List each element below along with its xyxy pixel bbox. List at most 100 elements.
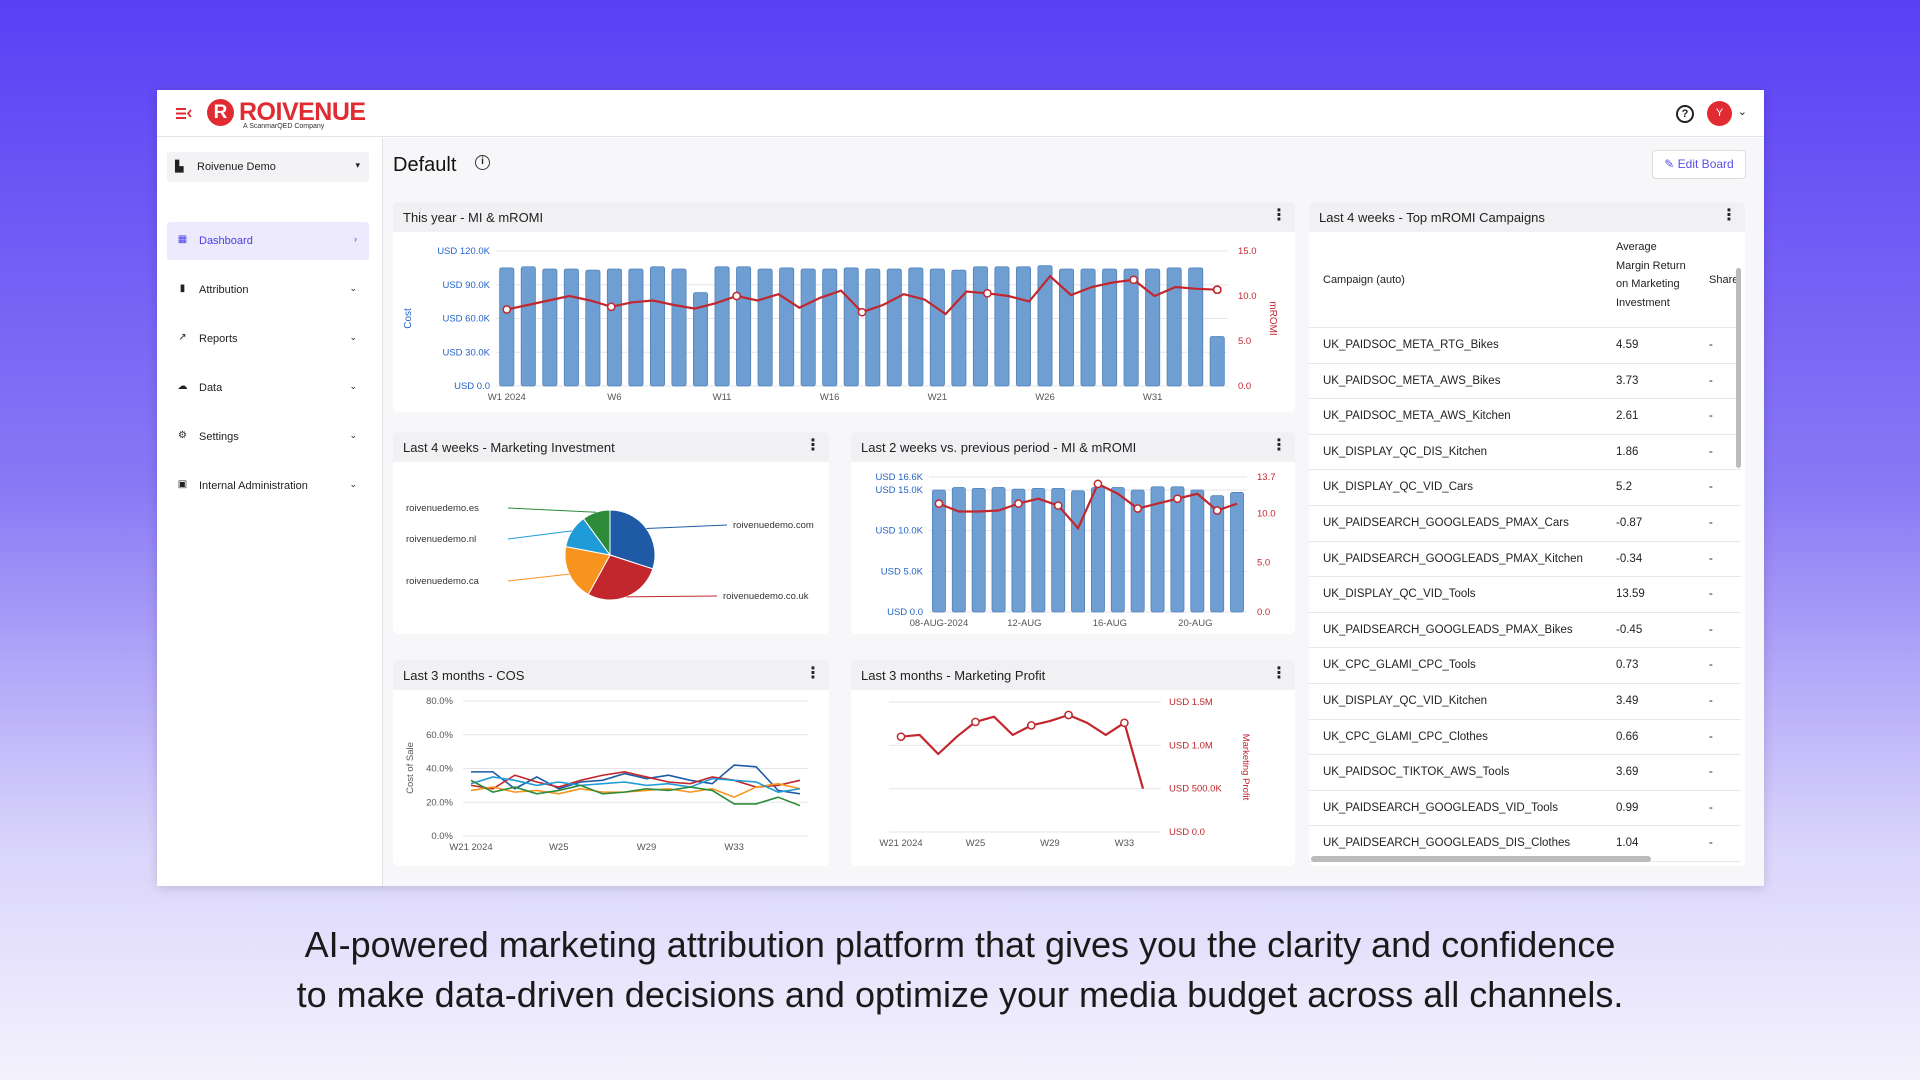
mromi-cell: 3.69 [1616,766,1639,779]
profit-point [1120,718,1129,728]
pie-label: roivenuedemo.nl [406,534,476,545]
table-row[interactable]: UK_DISPLAY_QC_VID_Kitchen 3.49 - [1309,684,1741,720]
card-mi-2w: Last 2 weeks vs. previous period - MI & … [851,432,1295,634]
kebab-menu-icon[interactable]: ⋮ [1271,665,1287,682]
chevron-down-icon[interactable]: ⌄ [1737,106,1747,118]
table-row[interactable]: UK_DISPLAY_QC_VID_Tools 13.59 - [1309,577,1741,613]
sidebar: ▙ Roivenue Demo ▾ ▦ Dashboard › ▮ Attrib… [157,138,383,886]
edit-board-label: Edit Board [1677,157,1734,171]
y-tick-label: USD 30.0K [442,347,490,358]
bar-chart-icon: ▮ [179,283,186,294]
campaign-cell: UK_DISPLAY_QC_DIS_Kitchen [1323,445,1488,458]
kebab-menu-icon[interactable]: ⋮ [1271,207,1287,224]
campaign-cell: UK_DISPLAY_QC_VID_Kitchen [1323,694,1488,707]
x-tick-label: 20-AUG [1178,618,1212,629]
caret-down-icon: ▾ [355,160,360,170]
bar [585,269,601,387]
vertical-scrollbar[interactable] [1736,268,1741,468]
bar [563,268,579,387]
bar [991,487,1006,613]
table-row[interactable]: UK_CPC_GLAMI_CPC_Tools 0.73 - [1309,648,1741,684]
sidebar-item-label: Settings [199,431,239,443]
y-tick-label: USD 0.0 [1169,827,1205,838]
x-tick-label: W26 [1035,392,1055,403]
y-tick-label: USD 90.0K [442,280,490,291]
sidebar-item-dashboard[interactable]: ▦ Dashboard › [167,222,369,260]
sidebar-item-internal-administration[interactable]: ▣ Internal Administration ⌄ [167,467,369,505]
bar [736,266,752,387]
sidebar-item-settings[interactable]: ⚙ Settings ⌄ [167,418,369,456]
x-tick-label: 12-AUG [1007,618,1041,629]
logo-subtitle: A ScanmarQED Company [243,123,325,130]
pie-label: roivenuedemo.com [733,520,814,531]
help-icon[interactable]: ? [1676,105,1694,123]
x-tick-label: W29 [1040,838,1060,849]
info-icon[interactable]: i [475,155,490,170]
campaigns-table: Campaign (auto) Average Margin Return on… [1309,232,1741,862]
pie-slice [564,545,611,596]
column-header-campaign[interactable]: Campaign (auto) [1323,274,1405,286]
table-row[interactable]: UK_DISPLAY_QC_VID_Cars 5.2 - [1309,470,1741,506]
table-row[interactable]: UK_PAIDSOC_META_AWS_Bikes 3.73 - [1309,364,1741,400]
campaign-cell: UK_PAIDSOC_META_AWS_Kitchen [1323,410,1511,423]
mromi-point [732,291,741,301]
table-row[interactable]: UK_DISPLAY_QC_DIS_Kitchen 1.86 - [1309,435,1741,471]
bar [1145,268,1161,387]
table-row[interactable]: UK_PAIDSEARCH_GOOGLEADS_PMAX_Bikes -0.45 - [1309,613,1741,649]
x-tick-label: W25 [966,838,986,849]
mromi-point [1014,499,1023,508]
share-cell: - [1709,801,1713,814]
x-tick-label: W21 2024 [879,838,922,849]
logo-mark-icon: R [207,99,234,126]
bar [1015,266,1031,387]
sidebar-item-data[interactable]: ☁ Data ⌄ [167,369,369,407]
campaign-cell: UK_PAIDSOC_TIKTOK_AWS_Tools [1323,766,1510,779]
table-row[interactable]: UK_PAIDSOC_TIKTOK_AWS_Tools 3.69 - [1309,755,1741,791]
table-row[interactable]: UK_CPC_GLAMI_CPC_Clothes 0.66 - [1309,720,1741,756]
bar [822,268,838,387]
sidebar-item-attribution[interactable]: ▮ Attribution ⌄ [167,271,369,309]
campaign-cell: UK_CPC_GLAMI_CPC_Tools [1323,659,1476,672]
y-tick-label: USD 60.0K [442,314,490,325]
y-tick-label: USD 0.0 [454,381,490,392]
campaign-cell: UK_DISPLAY_QC_VID_Cars [1323,481,1473,494]
column-header-share[interactable]: Share [1709,274,1739,286]
column-header-mromi[interactable]: Average Margin Return on Marketing Inves… [1616,241,1686,309]
y-axis-label: Marketing Profit [1240,734,1251,801]
table-row[interactable]: UK_PAIDSEARCH_GOOGLEADS_PMAX_Kitchen -0.3… [1309,542,1741,578]
card-profit-3m: Last 3 months - Marketing Profit ⋮ USD 0.… [851,660,1295,866]
bar [929,268,945,387]
kebab-menu-icon[interactable]: ⋮ [1271,437,1287,454]
horizontal-scrollbar[interactable] [1311,856,1651,862]
menu-collapse-icon[interactable] [176,107,192,120]
y-tick-label: 0.0% [431,831,453,842]
bar [1210,495,1225,613]
y-axis-label: Cost of Sale [405,742,416,794]
sidebar-item-label: Internal Administration [199,480,308,492]
table-row[interactable]: UK_PAIDSOC_META_RTG_Bikes 4.59 - [1309,328,1741,364]
chart-mi-mromi-year: USD 0.0 USD 30.0K USD 60.0K USD 90.0K USD 12… [403,246,1278,403]
card-header: Last 4 weeks - Marketing Investment ⋮ [393,432,829,462]
y2-tick-label: 0.0 [1238,381,1251,392]
y-tick-label: USD 5.0K [881,566,924,577]
table-row[interactable]: UK_PAIDSEARCH_GOOGLEADS_VID_Tools 0.99 - [1309,791,1741,827]
kebab-menu-icon[interactable]: ⋮ [805,665,821,682]
table-row[interactable]: UK_PAIDSOC_META_AWS_Kitchen 2.61 - [1309,399,1741,435]
kebab-menu-icon[interactable]: ⋮ [1721,207,1737,224]
share-cell: - [1709,659,1713,672]
y-tick-label: USD 1.0M [1169,740,1213,751]
bar [1102,268,1118,387]
cos-line [470,771,801,790]
admin-icon: ▣ [177,479,188,490]
workspace-selector[interactable]: ▙ Roivenue Demo ▾ [167,152,369,182]
card-title: Last 3 months - COS [403,668,525,683]
avatar[interactable]: Y [1707,101,1732,126]
pie-label: roivenuedemo.co.uk [723,591,809,602]
edit-board-button[interactable]: ✎ Edit Board [1652,150,1746,179]
bar [1110,487,1125,613]
sidebar-item-reports[interactable]: ↗ Reports ⌄ [167,320,369,358]
table-row[interactable]: UK_PAIDSEARCH_GOOGLEADS_PMAX_Cars -0.87 - [1309,506,1741,542]
kebab-menu-icon[interactable]: ⋮ [805,437,821,454]
pie-leader-line [646,524,728,530]
campaign-cell: UK_PAIDSEARCH_GOOGLEADS_PMAX_Kitchen [1323,552,1583,565]
